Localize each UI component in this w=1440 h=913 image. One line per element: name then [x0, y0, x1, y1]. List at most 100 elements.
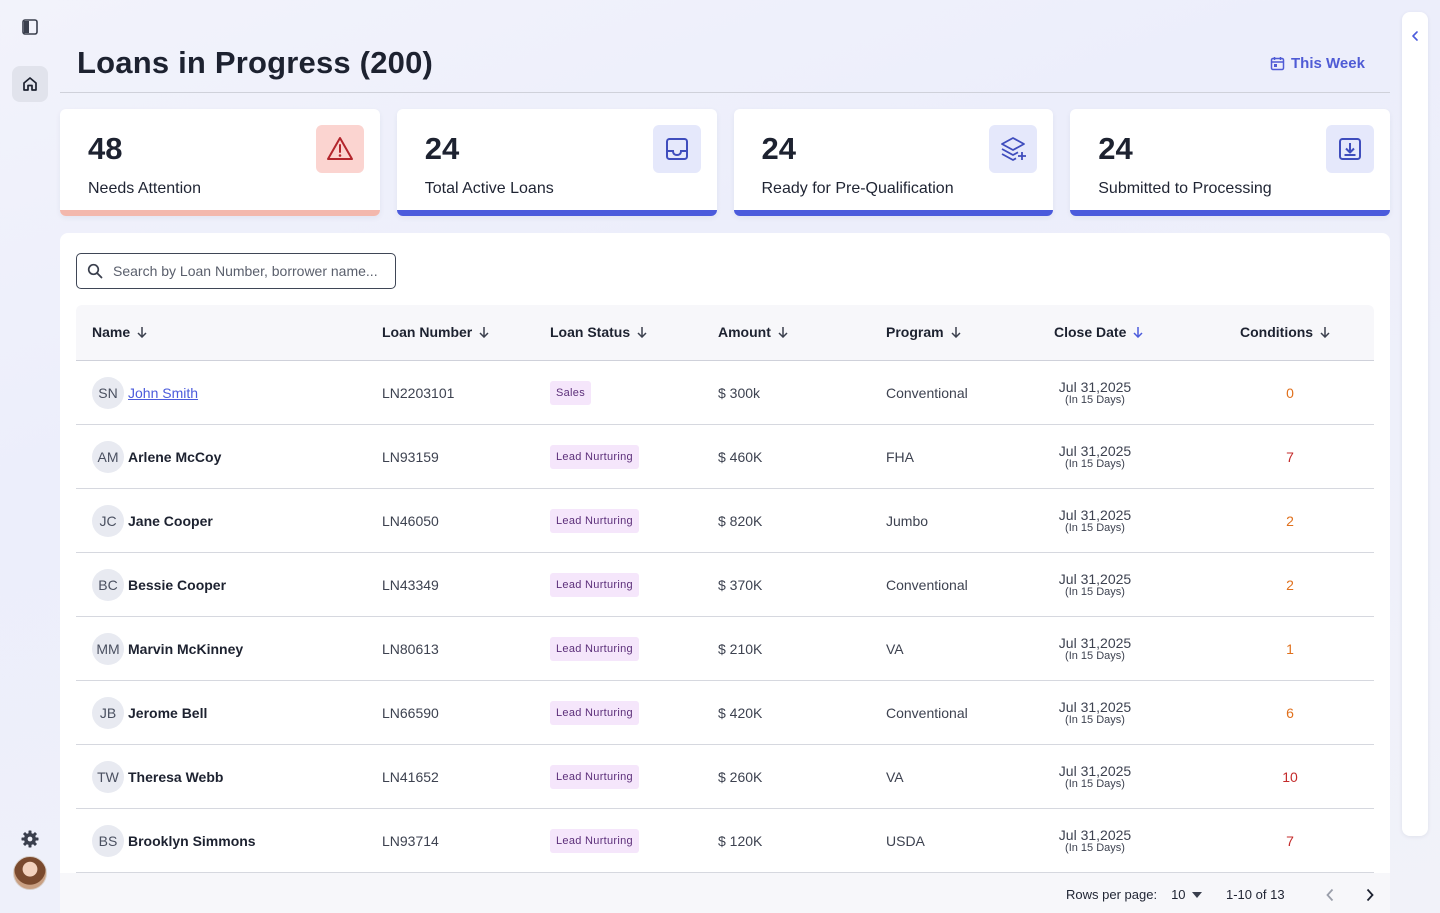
table-row[interactable]: JC Jane Cooper LN46050 Lead Nurturing $ … — [76, 489, 1374, 553]
stat-value: 24 — [1098, 131, 1133, 166]
cell-amount: $ 120K — [718, 833, 763, 849]
cell-loan-status: Lead Nurturing — [550, 553, 639, 617]
cell-name: BC Bessie Cooper — [92, 553, 226, 617]
column-header-label: Amount — [718, 324, 771, 340]
cell-loan-number: LN2203101 — [382, 385, 455, 401]
stat-card-ready-prequalification[interactable]: 24 Ready for Pre-Qualification — [733, 109, 1054, 216]
stat-card-accent-bar — [733, 210, 1054, 216]
close-date: Jul 31,2025 — [1058, 763, 1132, 779]
column-header-program[interactable]: Program — [886, 324, 962, 340]
stat-card-total-active-loans[interactable]: 24 Total Active Loans — [396, 109, 717, 216]
cell-loan-number: LN43349 — [382, 577, 439, 593]
table-row[interactable]: AM Arlene McCoy LN93159 Lead Nurturing $… — [76, 425, 1374, 489]
cell-conditions: 0 — [1286, 385, 1294, 401]
inbox-icon — [665, 138, 688, 160]
cell-loan-number: LN46050 — [382, 513, 439, 529]
table-row[interactable]: TW Theresa Webb LN41652 Lead Nurturing $… — [76, 745, 1374, 809]
close-date-relative: (In 15 Days) — [1065, 650, 1125, 662]
cell-loan-number: LN66590 — [382, 705, 439, 721]
column-header-conditions[interactable]: Conditions — [1240, 324, 1331, 340]
column-header-close-date[interactable]: Close Date — [1054, 324, 1144, 340]
status-badge: Lead Nurturing — [550, 509, 639, 533]
cell-amount: $ 260K — [718, 769, 763, 785]
cell-conditions: 1 — [1286, 641, 1294, 657]
cell-program: Conventional — [886, 705, 968, 721]
cell-loan-status: Lead Nurturing — [550, 489, 639, 553]
borrower-name[interactable]: Jane Cooper — [128, 513, 213, 529]
close-date: Jul 31,2025 — [1058, 635, 1132, 651]
rows-per-page-select[interactable]: 10 — [1171, 887, 1202, 902]
column-header-loan-status[interactable]: Loan Status — [550, 324, 648, 340]
avatar-initials: AM — [92, 441, 124, 473]
next-page-button[interactable] — [1360, 885, 1380, 905]
loans-table-panel: Name Loan Number Loan Status Amount Prog… — [60, 233, 1390, 913]
cell-program: Jumbo — [886, 513, 929, 529]
caret-down-icon — [1191, 891, 1202, 898]
stat-card-submitted-processing[interactable]: 24 Submitted to Processing — [1070, 109, 1390, 216]
cell-program: Conventional — [886, 385, 968, 401]
date-filter-button[interactable]: This Week — [1270, 55, 1365, 72]
sidebar-toggle-icon — [22, 19, 38, 35]
status-badge: Lead Nurturing — [550, 829, 639, 853]
borrower-name[interactable]: Bessie Cooper — [128, 577, 227, 593]
status-badge: Lead Nurturing — [550, 701, 639, 725]
sidebar-toggle-button[interactable] — [12, 9, 48, 45]
table-row[interactable]: BS Brooklyn Simmons LN93714 Lead Nurturi… — [76, 809, 1374, 873]
warning-triangle-icon — [326, 137, 353, 160]
sort-arrow-down-icon — [637, 327, 647, 338]
sort-arrow-down-icon — [1320, 327, 1330, 338]
cell-amount: $ 210K — [718, 641, 763, 657]
cell-conditions: 7 — [1286, 449, 1294, 465]
borrower-name[interactable]: Marvin McKinney — [128, 641, 244, 657]
chevron-right-icon — [1366, 888, 1374, 902]
table-row[interactable]: BC Bessie Cooper LN43349 Lead Nurturing … — [76, 553, 1374, 617]
borrower-name[interactable]: Jerome Bell — [128, 705, 208, 721]
cell-program: VA — [886, 769, 904, 785]
nav-home-button[interactable] — [12, 66, 48, 102]
previous-page-button[interactable] — [1320, 885, 1340, 905]
close-date: Jul 31,2025 — [1058, 507, 1132, 523]
cell-conditions: 7 — [1286, 833, 1294, 849]
borrower-name-link[interactable]: John Smith — [128, 385, 199, 401]
table-row[interactable]: MM Marvin McKinney LN80613 Lead Nurturin… — [76, 617, 1374, 681]
close-date-relative: (In 15 Days) — [1065, 778, 1125, 790]
borrower-name[interactable]: Arlene McCoy — [128, 449, 222, 465]
status-badge: Sales — [550, 381, 592, 405]
cell-name: AM Arlene McCoy — [92, 425, 221, 489]
cell-close-date: Jul 31,2025 (In 15 Days) — [1054, 361, 1136, 425]
user-avatar[interactable] — [13, 856, 47, 890]
borrower-name[interactable]: Brooklyn Simmons — [128, 833, 256, 849]
cell-program: USDA — [886, 833, 925, 849]
sort-arrow-down-icon — [951, 327, 961, 338]
stat-card-needs-attention[interactable]: 48 Needs Attention — [60, 109, 380, 216]
status-badge: Lead Nurturing — [550, 445, 639, 469]
search-input[interactable] — [113, 263, 393, 279]
column-header-label: Close Date — [1054, 324, 1127, 340]
column-header-name[interactable]: Name — [92, 324, 148, 340]
cell-conditions: 6 — [1286, 705, 1294, 721]
column-header-amount[interactable]: Amount — [718, 324, 789, 340]
rows-per-page-label: Rows per page: — [1066, 887, 1158, 902]
stat-value: 24 — [424, 131, 460, 166]
layers-plus-icon — [1001, 137, 1027, 161]
column-header-loan-number[interactable]: Loan Number — [382, 324, 490, 340]
cell-loan-number: LN80613 — [382, 641, 439, 657]
stat-cards: 48 Needs Attention 24 Total Active Loans… — [60, 109, 1390, 216]
stat-icon-box — [1326, 125, 1374, 173]
sort-arrow-down-active-icon — [1133, 327, 1143, 338]
close-date-relative: (In 15 Days) — [1065, 714, 1125, 726]
chevron-left-icon[interactable] — [1409, 30, 1421, 42]
table-row[interactable]: SN John Smith LN2203101 Sales $ 300k Con… — [76, 361, 1374, 425]
cell-name: JC Jane Cooper — [92, 489, 213, 553]
cell-loan-status: Lead Nurturing — [550, 681, 639, 745]
borrower-name[interactable]: Theresa Webb — [128, 769, 224, 785]
settings-button[interactable] — [12, 821, 48, 857]
cell-loan-status: Sales — [550, 361, 592, 425]
cell-loan-number: LN93714 — [382, 833, 439, 849]
download-box-icon — [1339, 138, 1361, 160]
avatar-initials: JB — [92, 697, 124, 729]
close-date-relative: (In 15 Days) — [1065, 458, 1125, 470]
table-row[interactable]: JB Jerome Bell LN66590 Lead Nurturing $ … — [76, 681, 1374, 745]
stat-card-accent-bar — [60, 210, 380, 216]
column-header-label: Conditions — [1240, 324, 1314, 340]
